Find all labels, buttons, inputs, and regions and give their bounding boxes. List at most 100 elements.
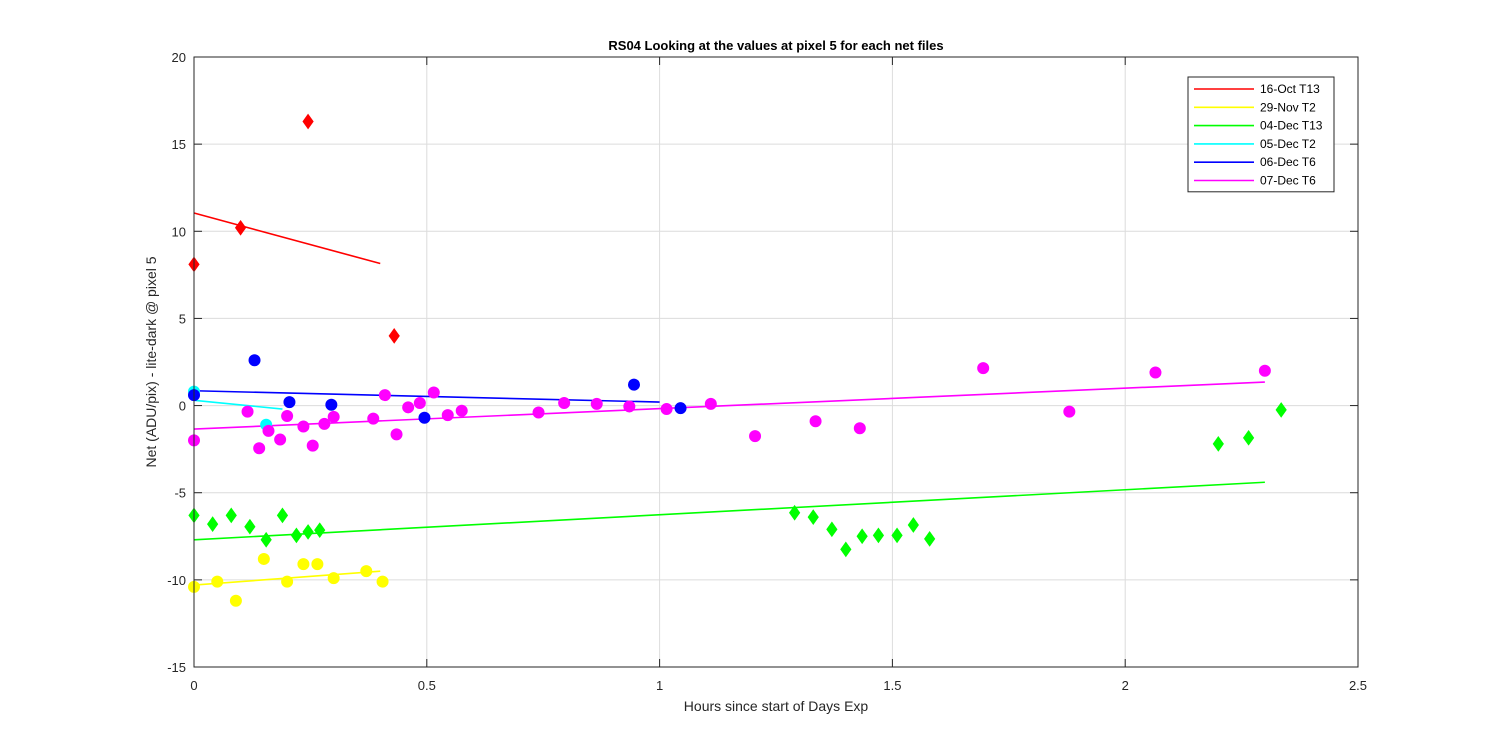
fit-line [193, 389, 660, 403]
y-axis-title: Net (ADU/pix) - lite-dark @ pixel 5 [143, 256, 159, 467]
data-point [1212, 436, 1224, 452]
data-point [427, 386, 440, 399]
data-point [674, 402, 687, 415]
data-point [826, 521, 838, 538]
data-point [390, 428, 403, 441]
axis-ticks: 0 0.5 1 1.5 2 2.5 -15 -10 -5 0 5 10 15 20 [167, 50, 1367, 693]
data-point [789, 504, 801, 521]
data-point [840, 541, 852, 558]
y-tick-label: -15 [167, 660, 186, 675]
data-point [327, 572, 340, 585]
data-point [241, 405, 254, 418]
data-point [1275, 402, 1287, 418]
data-point [211, 575, 224, 588]
y-tick-label: 10 [172, 224, 186, 239]
fit-line [193, 399, 283, 410]
plot-area-frame [193, 56, 1359, 668]
data-point [229, 594, 242, 607]
y-tick-label: 0 [179, 399, 186, 414]
data-point [283, 396, 296, 409]
legend-label: 29-Nov T2 [1260, 100, 1316, 114]
data-markers [188, 113, 1287, 607]
data-point [807, 509, 819, 525]
data-point [297, 558, 310, 571]
data-point [1149, 366, 1162, 379]
data-point [704, 397, 717, 410]
data-point [276, 507, 289, 524]
data-point [244, 518, 256, 535]
data-point [853, 422, 866, 435]
legend-label: 07-Dec T6 [1260, 174, 1316, 188]
data-point [207, 516, 219, 532]
data-point [318, 417, 331, 430]
data-point [558, 396, 571, 409]
data-point [274, 433, 287, 446]
data-point [360, 565, 373, 578]
data-point [253, 442, 266, 455]
data-point [234, 219, 247, 236]
data-point [872, 527, 885, 544]
data-point [311, 558, 324, 571]
legend-box [1187, 76, 1335, 193]
data-point [1242, 429, 1255, 446]
data-point [891, 527, 903, 544]
legend: 16-Oct T13 29-Nov T2 04-Dec T13 05-Dec T2 06… [1187, 76, 1335, 193]
legend-label: 16-Oct T13 [1260, 82, 1320, 96]
fit-line [193, 481, 1265, 541]
data-point [262, 424, 275, 437]
data-point [455, 404, 468, 417]
data-point [1258, 364, 1271, 377]
data-point [314, 522, 326, 539]
chart-title: RS04 Looking at the values at pixel 5 fo… [608, 38, 943, 53]
y-tick-label: 15 [172, 137, 186, 152]
data-point [809, 415, 822, 428]
data-point [532, 406, 545, 419]
data-point [367, 412, 380, 425]
data-point [281, 575, 294, 588]
data-point [402, 401, 415, 414]
x-tick-label: 2.5 [1349, 678, 1367, 693]
fit-lines [193, 212, 1265, 586]
data-point [623, 400, 636, 413]
data-point [306, 439, 319, 452]
data-point [977, 362, 990, 375]
x-tick-label: 0 [190, 678, 197, 693]
x-tick-label: 2 [1122, 678, 1129, 693]
data-point [297, 420, 310, 433]
data-point [856, 528, 868, 545]
data-point [225, 507, 237, 524]
data-point [924, 531, 936, 547]
x-tick-label: 0.5 [418, 678, 436, 693]
data-point [302, 524, 314, 540]
data-point [627, 378, 640, 391]
data-point [413, 396, 426, 409]
fit-line [193, 212, 381, 265]
data-point [290, 527, 303, 544]
data-point [388, 327, 400, 344]
data-point [325, 398, 338, 411]
legend-label: 04-Dec T13 [1260, 119, 1323, 133]
data-point [1063, 405, 1076, 418]
data-point [749, 430, 762, 443]
x-axis-title: Hours since start of Days Exp [684, 698, 869, 714]
data-point [441, 409, 454, 422]
data-point [907, 517, 919, 533]
data-point [260, 531, 272, 548]
x-tick-label: 1.5 [883, 678, 901, 693]
data-point [418, 411, 431, 424]
data-point [248, 354, 261, 367]
y-tick-label: 5 [179, 311, 186, 326]
legend-label: 06-Dec T6 [1260, 155, 1316, 169]
y-tick-label: 20 [172, 50, 186, 65]
data-point [590, 397, 603, 410]
data-point [660, 403, 673, 416]
y-tick-label: -10 [167, 573, 186, 588]
data-point [376, 575, 389, 588]
legend-label: 05-Dec T2 [1260, 137, 1316, 151]
y-tick-label: -5 [174, 486, 186, 501]
data-point [257, 552, 270, 565]
data-point [281, 410, 294, 423]
data-point [302, 113, 314, 130]
data-point [327, 410, 340, 423]
